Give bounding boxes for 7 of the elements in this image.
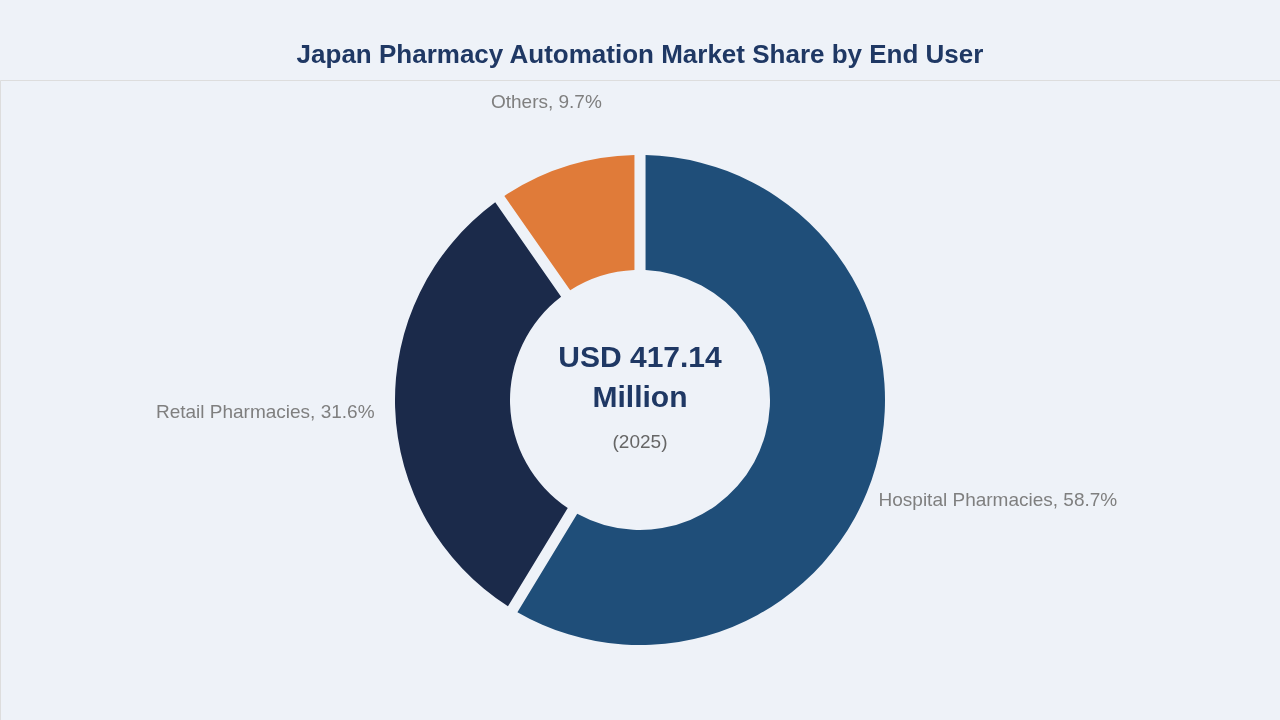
chart-title: Japan Pharmacy Automation Market Share by End User — [296, 39, 984, 69]
text: USD 417.14 — [558, 340, 723, 373]
text: Million — [592, 380, 688, 413]
text: (2025) — [612, 431, 668, 452]
slice-label: Retail Pharmacies, 31.6% — [155, 400, 375, 422]
slice-label: Hospital Pharmacies, 58.7% — [878, 489, 1118, 511]
slice-label: Others, 9.7% — [490, 91, 602, 113]
